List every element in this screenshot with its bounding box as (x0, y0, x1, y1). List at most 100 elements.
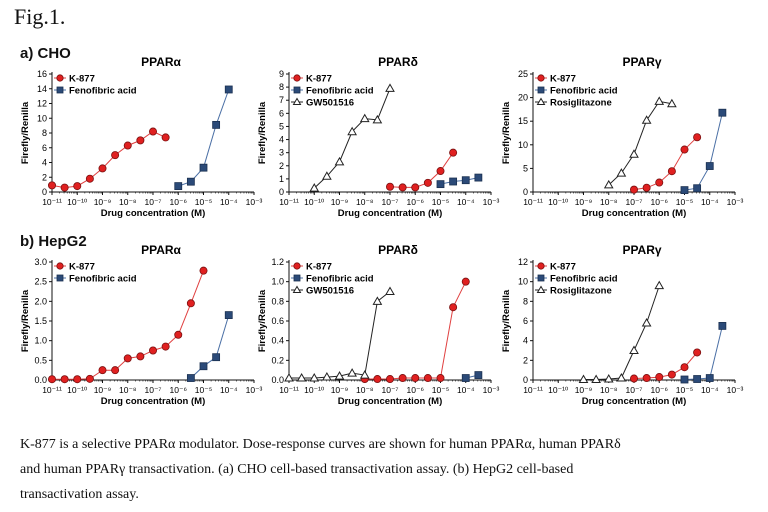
x-axis-label: Drug concentration (M) (582, 396, 687, 407)
caption-line-2: and human PPARγ transactivation. (a) CHO… (20, 462, 574, 477)
chart-title: PPARα (141, 55, 181, 69)
chart-title: PPARδ (378, 55, 418, 69)
data-point (667, 167, 676, 176)
y-tick-label: 0.6 (271, 316, 284, 326)
x-tick-label: 10⁻⁹ (94, 385, 112, 395)
data-point (474, 371, 483, 379)
x-tick-label: 10⁻¹¹ (523, 385, 543, 395)
data-point (667, 370, 676, 379)
x-tick-label: 10⁻¹⁰ (304, 197, 325, 207)
y-tick-label: 2 (279, 161, 284, 171)
series-line (190, 314, 230, 379)
data-point (385, 182, 394, 191)
data-point (616, 373, 627, 382)
chart-panel-5: PPARδ 0.0 0.2 0.4 0.6 0.8 1.0 1.2 10⁻¹¹ 10⁻¹⁰ 10⁻⁹… (257, 243, 500, 407)
x-tick-label: 10⁻³ (727, 385, 744, 395)
y-tick-label: 14 (37, 84, 47, 94)
y-tick-label: 15 (518, 116, 528, 126)
legend-marker (293, 74, 301, 82)
x-tick-label: 10⁻⁶ (407, 385, 424, 395)
legend-marker (536, 285, 546, 293)
data-point (347, 126, 357, 136)
x-tick-label: 10⁻¹⁰ (548, 197, 569, 207)
data-point (461, 374, 470, 382)
data-point (48, 375, 57, 384)
y-axis-label: Firefly/Renilla (257, 289, 268, 352)
data-point (680, 186, 689, 195)
legend-marker (292, 97, 302, 105)
y-tick-label: 6 (523, 316, 528, 326)
y-tick-label: 0 (523, 375, 528, 385)
data-point (136, 352, 145, 361)
y-tick-label: 3.0 (34, 257, 47, 267)
data-point (642, 374, 651, 383)
chart-panel-6: PPARγ 0 2 4 6 8 10 12 10⁻¹¹ 10⁻¹⁰ 10⁻⁹ 10⁻⁸ 10⁻⁷ 10⁻⁶… (501, 243, 744, 407)
series-line (583, 285, 660, 380)
legend-marker (537, 86, 545, 94)
y-axis-label: Firefly/Renilla (501, 101, 512, 164)
y-axis-label: Firefly/Renilla (257, 101, 268, 164)
data-point (449, 303, 458, 312)
x-tick-label: 10⁻¹¹ (42, 385, 62, 395)
x-tick-label: 10⁻¹¹ (523, 197, 543, 207)
legend-marker (536, 97, 546, 105)
x-tick-label: 10⁻⁶ (651, 197, 668, 207)
x-tick-label: 10⁻¹⁰ (67, 197, 88, 207)
legend-marker (56, 262, 64, 270)
y-tick-label: 0.0 (271, 375, 284, 385)
y-tick-label: 25 (518, 69, 528, 79)
legend-marker (537, 262, 545, 270)
y-tick-label: 20 (518, 93, 528, 103)
y-tick-label: 2.0 (34, 296, 47, 306)
data-point (436, 374, 445, 383)
x-tick-label: 10⁻⁸ (356, 197, 374, 207)
x-tick-label: 10⁻⁴ (457, 197, 475, 207)
x-tick-label: 10⁻⁷ (381, 197, 398, 207)
row-label-hepg2: b) HepG2 (20, 233, 87, 250)
legend-label: K-877 (69, 262, 95, 273)
y-tick-label: 4 (279, 135, 284, 145)
data-point (73, 375, 82, 384)
x-tick-label: 10⁻³ (483, 197, 500, 207)
data-point (161, 342, 170, 351)
y-tick-label: 2 (523, 355, 528, 365)
legend-marker (293, 262, 301, 270)
data-point (334, 156, 345, 166)
x-tick-label: 10⁻¹¹ (279, 385, 299, 395)
data-point (60, 183, 69, 192)
y-tick-label: 9 (279, 69, 284, 79)
data-point (461, 176, 470, 185)
data-point (98, 164, 107, 173)
x-tick-label: 10⁻¹¹ (279, 197, 299, 207)
data-point (148, 127, 157, 136)
x-tick-label: 10⁻⁵ (195, 197, 212, 207)
series-line (364, 281, 467, 380)
data-point (680, 145, 689, 154)
chart-panel-4: PPARα 0.0 0.5 1.0 1.5 2.0 2.5 3.0 10⁻¹¹ 10⁻¹⁰ 10⁻⁹… (20, 243, 263, 407)
y-tick-label: 1.2 (271, 257, 284, 267)
data-point (85, 374, 94, 383)
data-point (578, 374, 589, 384)
legend-label: K-877 (69, 74, 95, 85)
x-tick-label: 10⁻⁵ (432, 385, 449, 395)
y-tick-label: 5 (523, 163, 528, 173)
y-tick-label: 12 (518, 257, 528, 267)
x-tick-label: 10⁻⁶ (170, 385, 187, 395)
data-point (385, 83, 395, 92)
legend-label: GW501516 (306, 98, 354, 109)
x-tick-label: 10⁻⁶ (407, 197, 424, 207)
legend-marker (537, 74, 545, 82)
x-tick-label: 10⁻³ (246, 385, 263, 395)
data-point (461, 277, 470, 286)
y-axis-label: Firefly/Renilla (501, 289, 512, 352)
data-point (334, 371, 345, 380)
y-tick-label: 10 (37, 113, 47, 123)
x-tick-label: 10⁻⁷ (625, 385, 642, 395)
series-line (684, 112, 723, 191)
legend-marker (292, 285, 302, 293)
series-line (51, 130, 166, 189)
y-tick-label: 8 (523, 296, 528, 306)
data-point (372, 114, 383, 124)
series-line (633, 136, 698, 191)
